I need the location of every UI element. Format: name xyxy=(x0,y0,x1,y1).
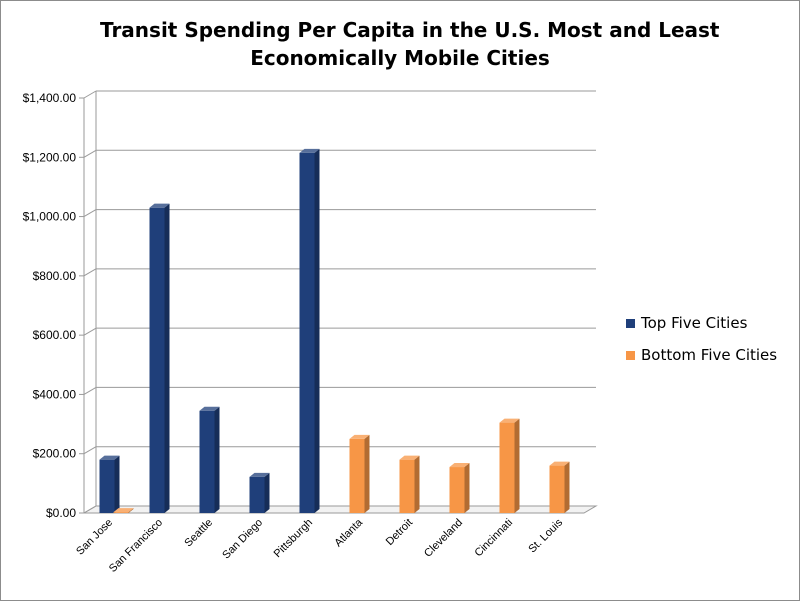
y-tick-label: $1,200.00 xyxy=(23,150,77,164)
bar-seattle-top-top xyxy=(199,406,220,411)
gridline-slant xyxy=(83,90,97,99)
x-tick-label: Pittsburgh xyxy=(272,517,316,561)
bar-san-francisco-top-top xyxy=(149,203,170,208)
gridline-slant xyxy=(83,327,97,336)
bar-san-francisco-top-side xyxy=(164,203,170,513)
bar-san-jose-top-side xyxy=(114,455,120,513)
x-tick-label: San Diego xyxy=(220,517,265,562)
bar-cincinnati-bottom-side xyxy=(514,418,520,513)
gridlines xyxy=(79,90,596,514)
bar-san-diego-top-top xyxy=(249,472,270,477)
y-tick-label: $600.00 xyxy=(33,328,77,342)
gridline-slant xyxy=(83,446,97,455)
chart-title-line-1: Transit Spending Per Capita in the U.S. … xyxy=(100,18,720,42)
gridline-slant xyxy=(83,386,97,395)
y-tick-label: $800.00 xyxy=(33,269,77,283)
x-tick-label: St. Louis xyxy=(526,516,565,555)
bar-cleveland-bottom-side xyxy=(464,463,470,513)
bar-seattle-top-side xyxy=(214,406,220,513)
x-tick-label: San Francisco xyxy=(107,517,165,575)
chart-title-line-2: Economically Mobile Cities xyxy=(250,46,550,70)
bar-san-jose-top xyxy=(99,459,115,513)
bar-st-louis-bottom-side xyxy=(564,461,570,513)
bar-detroit-bottom-side xyxy=(414,455,420,513)
x-tick-label: San Jose xyxy=(74,517,115,558)
x-tick-label: Detroit xyxy=(384,517,415,548)
legend-swatch-top-five xyxy=(626,318,635,328)
bar-pittsburgh-top-top xyxy=(299,148,320,153)
bar-st-louis-bottom-top xyxy=(549,461,570,466)
legend-label-top-five: Top Five Cities xyxy=(641,314,748,332)
bar-pittsburgh-top xyxy=(299,152,315,513)
x-tick-label: Atlanta xyxy=(332,516,365,549)
bar-atlanta-bottom-top xyxy=(349,434,370,439)
bar-cincinnati-bottom-top xyxy=(499,418,520,423)
gridline-slant xyxy=(83,209,97,218)
bar-detroit-bottom-top xyxy=(399,455,420,460)
gridline-slant xyxy=(83,149,97,158)
bar-san-diego-top-side xyxy=(264,472,270,513)
legend-item-bottom-five: Bottom Five Cities xyxy=(626,344,777,366)
bar-san-diego-top xyxy=(249,476,265,513)
bar-san-jose-bottom-top xyxy=(113,508,134,513)
bar-atlanta-bottom xyxy=(349,438,365,513)
y-tick-label: $400.00 xyxy=(33,387,77,401)
bar-seattle-top xyxy=(199,410,215,513)
gridline-slant xyxy=(83,505,97,514)
bar-cleveland-bottom-top xyxy=(449,463,470,468)
bar-san-jose-bottom-side xyxy=(128,508,134,513)
bar-atlanta-bottom-side xyxy=(364,434,370,513)
y-tick-label: $200.00 xyxy=(33,447,77,461)
legend-swatch-bottom-five xyxy=(626,350,635,360)
bar-cleveland-bottom xyxy=(449,467,465,513)
bar-detroit-bottom xyxy=(399,459,415,513)
bar-san-francisco-top xyxy=(149,207,165,513)
y-tick-label: $1,400.00 xyxy=(23,91,77,105)
x-tick-label: Cleveland xyxy=(422,517,465,560)
x-tick-label: Seattle xyxy=(182,517,215,550)
bar-san-jose-top-top xyxy=(99,455,120,460)
bar-san-jose-bottom xyxy=(113,512,129,513)
x-tick-label: Cincinnati xyxy=(472,517,515,560)
legend-label-bottom-five: Bottom Five Cities xyxy=(641,346,778,364)
bar-pittsburgh-top-side xyxy=(314,148,320,513)
gridline-slant xyxy=(83,268,97,277)
y-tick-label: $0.00 xyxy=(46,506,76,520)
y-axis-ticks: $0.00 $200.00 $400.00 $600.00 $800.00 $1,000.… xyxy=(23,91,77,520)
bar-cincinnati-bottom xyxy=(499,422,515,513)
bar-st-louis-bottom xyxy=(549,465,565,513)
bars xyxy=(99,148,570,513)
legend-item-top-five: Top Five Cities xyxy=(626,312,747,334)
y-tick-label: $1,000.00 xyxy=(23,210,77,224)
